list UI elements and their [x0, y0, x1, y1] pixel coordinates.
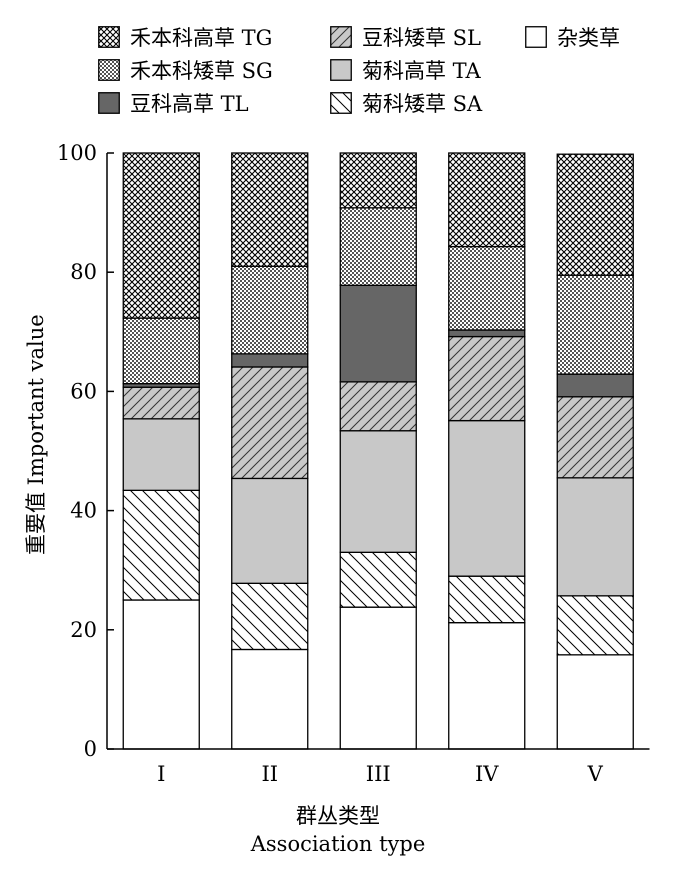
- legend-label: 菊科高草 TA: [362, 59, 481, 83]
- legend-swatch: [98, 26, 120, 48]
- bar-segment: [339, 284, 417, 383]
- y-tick-label: 100: [57, 141, 97, 165]
- legend-label: 菊科矮草 SA: [362, 92, 483, 116]
- legend-label: 杂类草: [557, 26, 620, 50]
- bar-segment: [556, 477, 634, 597]
- bar-segment: [448, 335, 526, 422]
- bar-segment: [448, 621, 526, 750]
- bar-segment: [448, 245, 526, 331]
- legend-item: 杂类草: [525, 22, 620, 52]
- legend-item: 菊科高草 TA: [330, 55, 481, 85]
- bar-segment: [339, 551, 417, 608]
- legend-item: 禾本科矮草 SG: [98, 55, 273, 85]
- bar-segment: [448, 575, 526, 624]
- bar-segment: [448, 419, 526, 577]
- bar-segment: [339, 430, 417, 553]
- legend-swatch: [330, 92, 352, 114]
- x-axis-title: 群丛类型: [296, 804, 380, 828]
- x-axis-title-en: Association type: [250, 832, 426, 856]
- bar-segment: [231, 152, 309, 267]
- bar-segment: [122, 152, 200, 319]
- y-axis-label: 重要值 Important value: [24, 314, 48, 555]
- bar-segment: [556, 654, 634, 750]
- bar-segment: [556, 153, 634, 276]
- legend-label: 豆科矮草 SL: [362, 26, 482, 50]
- bar-segment: [122, 317, 200, 385]
- legend-item: 禾本科高草 TG: [98, 22, 272, 52]
- bar-segment: [122, 386, 200, 420]
- x-tick-label: I: [157, 762, 165, 786]
- bar-segment: [556, 373, 634, 398]
- legend-item: 菊科矮草 SA: [330, 88, 482, 118]
- legend-swatch: [330, 26, 352, 48]
- x-tick-label: IV: [475, 762, 499, 786]
- y-tick-label: 0: [84, 737, 97, 761]
- bar-segment: [339, 152, 417, 209]
- bar-segment: [448, 329, 526, 338]
- bar-segment: [556, 396, 634, 479]
- legend-swatch: [330, 59, 352, 81]
- bar-segment: [231, 477, 309, 584]
- y-tick-label: 20: [70, 618, 97, 642]
- bar-segment: [231, 265, 309, 355]
- bar-segment: [231, 366, 309, 480]
- y-tick-label: 80: [70, 260, 97, 284]
- bar-segment: [122, 418, 200, 491]
- x-tick-label: II: [261, 762, 278, 786]
- bar-segment: [339, 606, 417, 750]
- bar-segment: [339, 381, 417, 432]
- bar-segment: [448, 152, 526, 248]
- legend-swatch: [525, 26, 547, 48]
- legend-label: 豆科高草 TL: [130, 92, 249, 116]
- legend-swatch: [98, 92, 120, 114]
- bar-segment: [231, 648, 309, 750]
- legend-swatch: [98, 59, 120, 81]
- x-tick-label: V: [587, 762, 604, 786]
- bar-segment: [122, 599, 200, 750]
- x-tick-label: III: [366, 762, 391, 786]
- bar-segment: [339, 207, 417, 286]
- bar-segment: [231, 582, 309, 651]
- bar-segment: [556, 274, 634, 375]
- legend-item: 豆科矮草 SL: [330, 22, 481, 52]
- y-tick-label: 60: [70, 379, 97, 403]
- bar-segment: [231, 353, 309, 368]
- y-tick-label: 40: [70, 499, 97, 523]
- legend-label: 禾本科矮草 SG: [130, 59, 273, 83]
- legend-item: 豆科高草 TL: [98, 88, 249, 118]
- bar-segment: [122, 489, 200, 601]
- bar-segment: [556, 595, 634, 656]
- legend-label: 禾本科高草 TG: [130, 26, 273, 50]
